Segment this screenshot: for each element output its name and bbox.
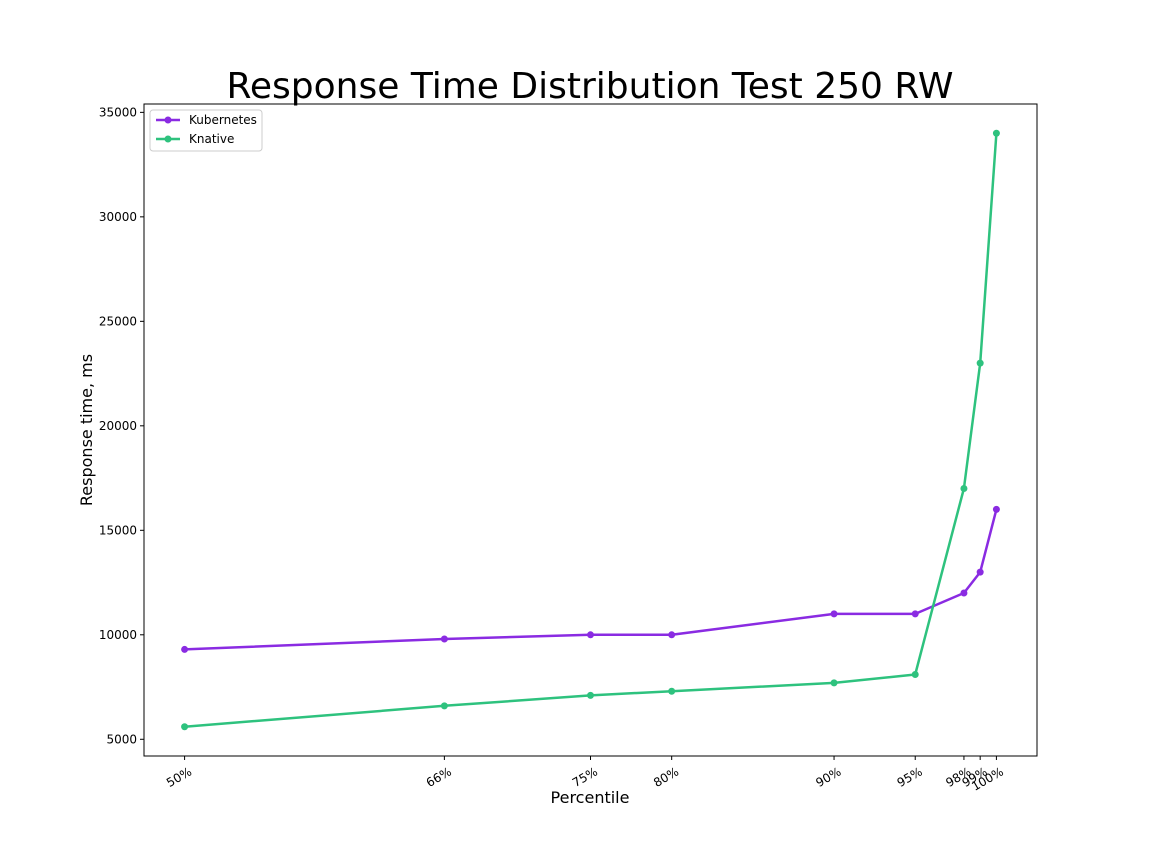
data-point-kubernetes [830,610,838,618]
legend-swatch-marker [164,135,172,143]
y-tick-label: 35000 [99,105,137,119]
data-point-knative [440,702,448,710]
data-point-kubernetes [587,631,594,639]
y-tick-label: 25000 [99,314,137,328]
y-tick-label: 5000 [106,732,137,746]
series-layer [181,129,1000,731]
series-knative [181,129,1000,731]
legend-item-knative: Knative [156,132,234,146]
legend-swatch-marker [164,116,172,124]
data-point-knative [587,691,594,699]
data-point-knative [668,687,676,695]
data-point-kubernetes [976,568,984,576]
legend: Kubernetes Knative [149,109,263,152]
data-point-knative [976,359,984,367]
y-tick-label: 30000 [99,210,137,224]
series-kubernetes [181,505,1000,653]
data-point-knative [830,679,838,687]
data-point-knative [992,129,1000,137]
y-axis-label: Response time, ms [77,354,96,506]
data-point-knative [911,671,919,678]
legend-item-kubernetes: Kubernetes [156,113,257,127]
y-tick-label: 20000 [99,419,137,433]
data-point-kubernetes [440,635,448,643]
data-point-kubernetes [992,505,1000,513]
data-point-kubernetes [960,589,968,597]
y-axis: 5000 10000 15000 20000 25000 30000 35000 [99,105,144,746]
legend-label: Kubernetes [189,113,257,127]
data-point-kubernetes [668,631,676,639]
chart-title: Response Time Distribution Test 250 RW [227,66,954,107]
data-point-knative [181,723,189,731]
legend-label: Knative [189,132,234,146]
y-tick-label: 15000 [99,523,137,537]
data-point-knative [960,485,968,493]
data-point-kubernetes [911,610,919,618]
x-axis-label: Percentile [551,788,630,807]
y-tick-label: 10000 [99,628,137,642]
data-point-kubernetes [181,645,189,653]
